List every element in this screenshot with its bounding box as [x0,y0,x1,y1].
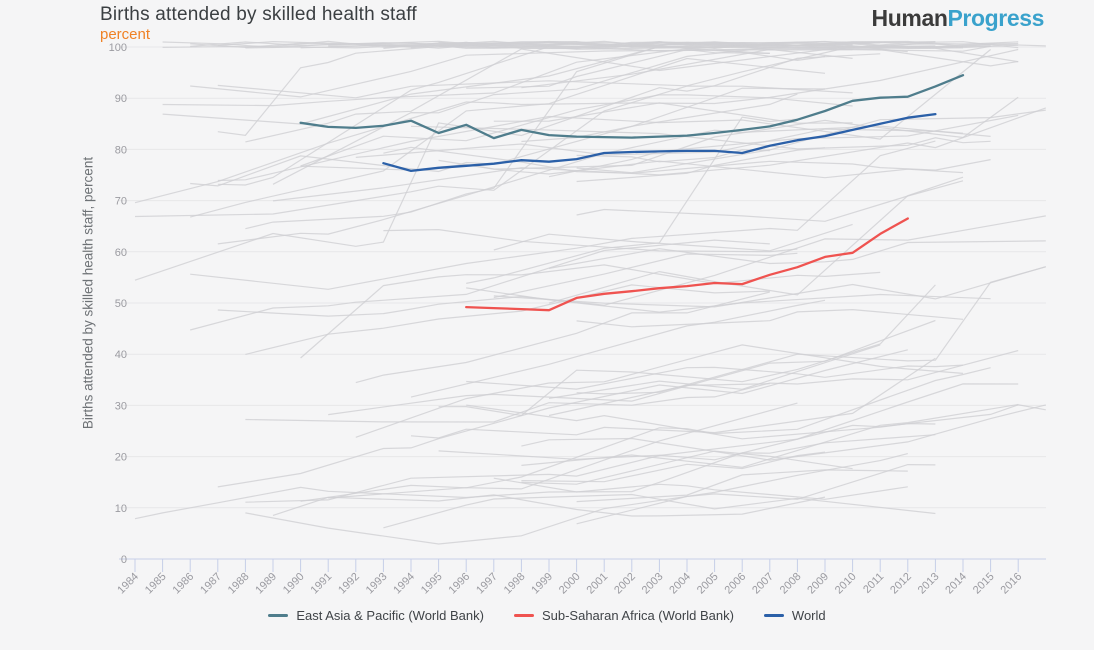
svg-text:2012: 2012 [888,571,914,597]
svg-text:1991: 1991 [309,571,335,597]
svg-text:100: 100 [109,42,127,54]
svg-text:1990: 1990 [281,571,307,597]
svg-text:2000: 2000 [557,571,583,597]
legend-label: East Asia & Pacific (World Bank) [296,608,484,623]
svg-text:2008: 2008 [778,571,804,597]
legend-item-world[interactable]: World [763,608,826,623]
svg-text:2015: 2015 [971,571,997,597]
svg-text:1993: 1993 [364,571,390,597]
svg-text:90: 90 [115,93,127,105]
svg-text:1997: 1997 [474,571,500,597]
svg-text:20: 20 [115,452,127,464]
svg-text:1994: 1994 [391,571,417,597]
svg-text:1998: 1998 [502,571,528,597]
svg-text:1999: 1999 [529,571,555,597]
svg-text:1988: 1988 [226,571,252,597]
svg-text:2009: 2009 [805,571,831,597]
svg-text:1989: 1989 [253,571,279,597]
svg-text:2005: 2005 [695,571,721,597]
svg-text:70: 70 [115,196,127,208]
legend-line-swatch-icon [513,614,534,617]
svg-text:2010: 2010 [833,571,859,597]
svg-text:2016: 2016 [999,571,1025,597]
svg-text:0: 0 [121,554,127,566]
legend-line-swatch-icon [763,614,784,617]
svg-text:1987: 1987 [198,571,224,597]
svg-text:1995: 1995 [419,571,445,597]
legend-item-east-asia-pacific[interactable]: East Asia & Pacific (World Bank) [268,608,484,623]
svg-text:1996: 1996 [447,571,473,597]
svg-text:1984: 1984 [115,571,141,597]
legend: East Asia & Pacific (World Bank) Sub-Sah… [0,608,1094,623]
svg-text:2004: 2004 [667,571,693,597]
chart-unit-label: percent [100,26,151,43]
svg-text:2002: 2002 [612,571,638,597]
legend-label: Sub-Saharan Africa (World Bank) [541,608,734,623]
svg-text:1986: 1986 [171,571,197,597]
logo-text-progress: Progress [947,5,1044,31]
svg-text:2013: 2013 [916,571,942,597]
logo-text-human: Human [871,5,948,31]
humanprogress-logo[interactable]: HumanProgress [871,5,1045,32]
svg-text:30: 30 [115,400,127,412]
svg-text:10: 10 [115,503,127,515]
svg-text:2001: 2001 [585,571,611,597]
chart-title: Births attended by skilled health staff [100,4,417,25]
svg-text:2007: 2007 [750,571,776,597]
svg-text:2006: 2006 [723,571,749,597]
svg-text:50: 50 [115,298,127,310]
svg-text:1985: 1985 [143,571,169,597]
legend-item-sub-saharan-africa[interactable]: Sub-Saharan Africa (World Bank) [513,608,734,623]
svg-text:1992: 1992 [336,571,362,597]
svg-text:2014: 2014 [943,571,969,597]
legend-line-swatch-icon [268,614,289,617]
svg-text:2011: 2011 [861,571,886,596]
svg-text:2003: 2003 [640,571,666,597]
svg-text:60: 60 [115,247,127,259]
svg-text:40: 40 [115,349,127,361]
legend-label: World [791,608,826,623]
svg-text:80: 80 [115,144,127,156]
